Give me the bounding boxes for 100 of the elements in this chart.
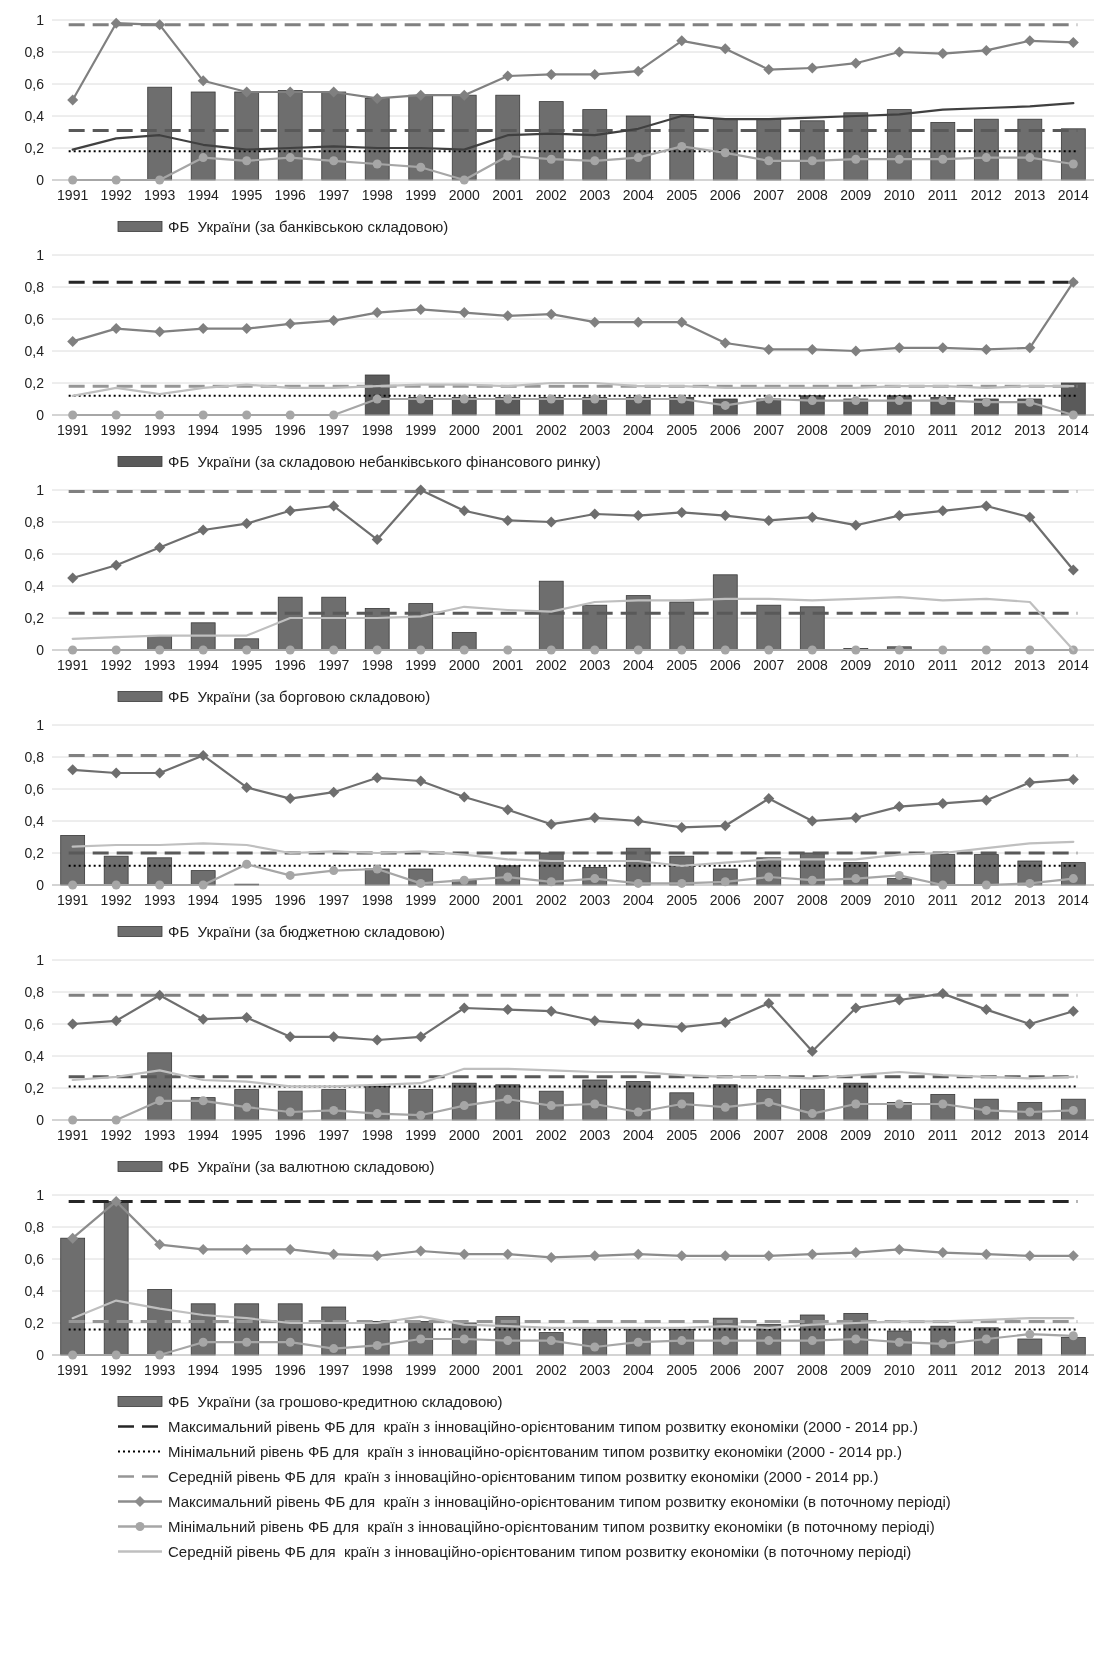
x-tick-label: 1996 (274, 1362, 306, 1378)
x-tick-label: 2014 (1057, 422, 1090, 438)
x-tick-label: 2006 (709, 187, 742, 203)
legend-label: ФБ України (за валютною складовою) (168, 1157, 435, 1175)
x-tick-label: 2005 (666, 422, 698, 438)
x-tick-label: 2008 (796, 187, 829, 203)
x-tick-label: 2009 (840, 657, 872, 673)
x-tick-label: 1999 (405, 892, 437, 908)
x-tick-label: 2001 (492, 657, 524, 673)
x-tick-label: 1998 (361, 422, 393, 438)
x-tick-label: 2007 (753, 422, 785, 438)
x-tick-label: 2004 (622, 1362, 655, 1378)
x-tick-label: 2014 (1057, 657, 1090, 673)
x-tick-label: 1997 (318, 187, 350, 203)
x-tick-label: 1997 (318, 1127, 350, 1143)
x-tick-label: 1995 (231, 657, 263, 673)
x-tick-label: 2004 (622, 1127, 655, 1143)
x-tick-label: 1991 (57, 1127, 89, 1143)
x-tick-label: 1992 (100, 1127, 132, 1143)
y-tick-label: 0,8 (24, 983, 45, 1000)
x-tick-label: 2007 (753, 657, 785, 673)
x-tick-label: 1998 (361, 187, 393, 203)
x-tick-label: 1995 (231, 1362, 263, 1378)
x-tick-label: 2009 (840, 892, 872, 908)
x-tick-label: 1997 (318, 657, 350, 673)
x-tick-label: 1991 (57, 657, 89, 673)
x-tick-label: 2000 (448, 657, 481, 673)
x-tick-label: 2006 (709, 1362, 742, 1378)
x-tick-label: 2013 (1014, 657, 1046, 673)
x-tick-label: 2012 (970, 1362, 1003, 1378)
x-tick-label: 2011 (927, 1362, 959, 1378)
x-tick-label: 2006 (709, 657, 742, 673)
x-tick-label: 1994 (187, 1362, 219, 1378)
x-tick-label: 2002 (535, 187, 568, 203)
x-tick-label: 2009 (840, 422, 872, 438)
x-tick-label: 2011 (927, 892, 959, 908)
x-tick-label: 2005 (666, 892, 698, 908)
x-tick-label: 1995 (231, 187, 263, 203)
x-tick-label: 2007 (753, 892, 785, 908)
y-tick-label: 0,8 (24, 513, 45, 530)
x-tick-label: 1997 (318, 422, 350, 438)
x-tick-label: 2014 (1057, 892, 1090, 908)
y-tick-label: 0,2 (24, 1079, 45, 1096)
y-tick-label: 0,2 (24, 139, 45, 156)
x-tick-label: 1999 (405, 657, 437, 673)
x-tick-label: 2009 (840, 1362, 872, 1378)
y-tick-label: 0 (36, 406, 45, 423)
legend-label: ФБ України (за грошово-кредитною складовою) (168, 1392, 503, 1410)
x-tick-label: 2011 (927, 422, 959, 438)
x-tick-label: 1992 (100, 422, 132, 438)
x-tick-label: 2011 (927, 657, 959, 673)
y-tick-label: 0,8 (24, 748, 45, 765)
x-tick-label: 1994 (187, 1127, 219, 1143)
y-tick-label: 0,2 (24, 374, 45, 391)
y-tick-label: 1 (36, 246, 45, 263)
x-tick-label: 1995 (231, 892, 263, 908)
y-tick-label: 0,8 (24, 43, 45, 60)
x-tick-label: 1994 (187, 422, 219, 438)
x-tick-label: 2007 (753, 1362, 785, 1378)
x-tick-label: 1993 (144, 422, 176, 438)
y-tick-label: 0,2 (24, 1314, 45, 1331)
y-tick-label: 1 (36, 716, 45, 733)
x-tick-label: 2003 (579, 1127, 611, 1143)
y-tick-label: 1 (36, 951, 45, 968)
x-tick-label: 2004 (622, 422, 655, 438)
x-tick-label: 1998 (361, 657, 393, 673)
y-tick-label: 0,6 (24, 75, 45, 92)
legend-label: ФБ України (за банківською складовою) (168, 217, 449, 235)
x-tick-label: 1993 (144, 1362, 176, 1378)
x-tick-label: 2000 (448, 1362, 481, 1378)
x-tick-label: 1996 (274, 422, 306, 438)
y-tick-label: 0 (36, 1346, 45, 1363)
x-tick-label: 2010 (883, 422, 916, 438)
y-tick-label: 0,2 (24, 844, 45, 861)
x-tick-label: 1998 (361, 892, 393, 908)
x-tick-label: 2013 (1014, 1127, 1046, 1143)
x-tick-label: 1996 (274, 657, 306, 673)
x-tick-label: 1994 (187, 187, 219, 203)
x-tick-label: 1994 (187, 657, 219, 673)
x-tick-label: 2005 (666, 1362, 698, 1378)
y-tick-label: 0,4 (24, 1282, 45, 1299)
y-tick-label: 0,2 (24, 609, 45, 626)
x-tick-label: 2004 (622, 187, 655, 203)
x-tick-label: 2010 (883, 892, 916, 908)
x-tick-label: 1991 (57, 892, 89, 908)
x-tick-label: 2012 (970, 422, 1003, 438)
x-tick-label: 2003 (579, 657, 611, 673)
x-tick-label: 2011 (927, 187, 959, 203)
x-tick-label: 2002 (535, 1127, 568, 1143)
x-tick-label: 1996 (274, 892, 306, 908)
x-tick-label: 2004 (622, 657, 655, 673)
x-tick-label: 2001 (492, 1362, 524, 1378)
x-tick-label: 1994 (187, 892, 219, 908)
legend-label: ФБ України (за борговою складовою) (168, 687, 431, 705)
x-tick-label: 2003 (579, 892, 611, 908)
x-tick-label: 2012 (970, 1127, 1003, 1143)
x-tick-label: 2008 (796, 422, 829, 438)
x-tick-label: 2003 (579, 1362, 611, 1378)
x-tick-label: 1993 (144, 892, 176, 908)
x-tick-label: 2003 (579, 422, 611, 438)
